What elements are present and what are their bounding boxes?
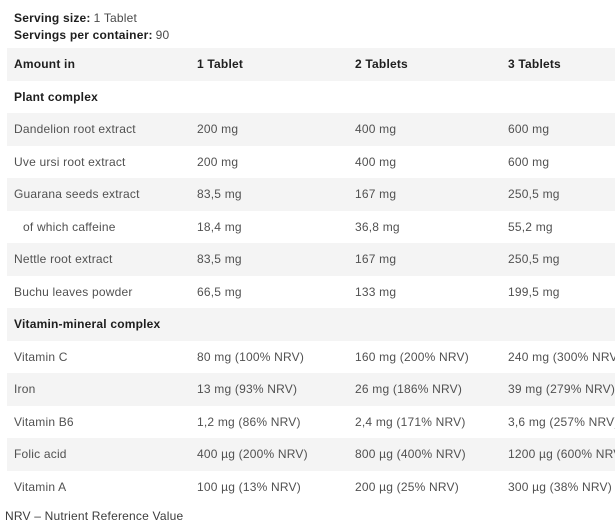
row-value: 160 mg (200% NRV) <box>355 349 469 364</box>
row-value: 400 mg <box>355 122 397 137</box>
row-value: 36,8 mg <box>355 219 400 234</box>
servings-per-container-line: Servings per container: 90 <box>14 27 615 44</box>
section-header-row: Plant complex <box>7 80 615 113</box>
row-label: Vitamin A <box>14 479 67 494</box>
row-value: 55,2 mg <box>508 219 553 234</box>
row-value: 250,5 mg <box>508 252 560 267</box>
row-label: Vitamin B6 <box>14 414 74 429</box>
row-value: 66,5 mg <box>197 284 242 299</box>
row-value: 167 mg <box>355 252 397 267</box>
table-row: of which caffeine 18,4 mg 36,8 mg 55,2 mg <box>7 210 615 243</box>
serving-size-line: Serving size: 1 Tablet <box>14 10 615 27</box>
row-label: Uve ursi root extract <box>14 154 126 169</box>
section-header-row: Vitamin-mineral complex <box>7 308 615 341</box>
table-row: Guarana seeds extract 83,5 mg 167 mg 250,5 … <box>7 178 615 211</box>
row-value: 250,5 mg <box>508 187 560 202</box>
row-label: Buchu leaves powder <box>14 284 133 299</box>
row-value: 800 µg (400% NRV) <box>355 447 466 462</box>
row-value: 26 mg (186% NRV) <box>355 382 463 397</box>
row-value: 600 mg <box>508 154 550 169</box>
row-value: 1200 µg (600% NRV) <box>508 447 615 462</box>
row-value: 133 mg <box>355 284 397 299</box>
row-value: 2 Tablets <box>355 57 408 72</box>
row-value: 200 mg <box>197 122 239 137</box>
table-row: Buchu leaves powder 66,5 mg 133 mg 199,5 mg <box>7 275 615 308</box>
row-label: Vitamin-mineral complex <box>14 317 161 332</box>
row-value: 400 µg (200% NRV) <box>197 447 308 462</box>
table-row: Folic acid 400 µg (200% NRV) 800 µg (400% … <box>7 438 615 471</box>
table-row: Uve ursi root extract 200 mg 400 mg 600 mg <box>7 145 615 178</box>
row-value: 18,4 mg <box>197 219 242 234</box>
row-label: Dandelion root extract <box>14 122 136 137</box>
row-value: 100 µg (13% NRV) <box>197 479 301 494</box>
row-value: 199,5 mg <box>508 284 560 299</box>
serving-size-value: 1 Tablet <box>93 11 138 25</box>
nrv-footnote: NRV – Nutrient Reference Value <box>5 509 184 523</box>
row-value: 600 mg <box>508 122 550 137</box>
servings-per-container-value: 90 <box>155 28 170 42</box>
row-value: 400 mg <box>355 154 397 169</box>
row-value: 300 µg (38% NRV) <box>508 479 612 494</box>
row-value: 83,5 mg <box>197 187 242 202</box>
serving-info: Serving size: 1 Tablet Servings per conta… <box>0 0 615 48</box>
row-label: Guarana seeds extract <box>14 187 140 202</box>
row-value: 39 mg (279% NRV) <box>508 382 615 397</box>
table-row: Iron 13 mg (93% NRV) 26 mg (186% NRV) 39 mg… <box>7 373 615 406</box>
row-value: 1 Tablet <box>197 57 244 72</box>
serving-size-label: Serving size: <box>14 11 91 25</box>
row-value: 83,5 mg <box>197 252 242 267</box>
table-row: Vitamin B6 1,2 mg (86% NRV) 2,4 mg (171% N… <box>7 405 615 438</box>
row-value: 3,6 mg (257% NRV) <box>508 414 615 429</box>
table-header-row: Amount in 1 Tablet 2 Tablets 3 Tablets <box>7 48 615 81</box>
row-value: 167 mg <box>355 187 397 202</box>
facts-table: Amount in 1 Tablet 2 Tablets 3 Tablets Plant… <box>7 48 615 503</box>
row-value: 3 Tablets <box>508 57 561 72</box>
row-label: Plant complex <box>14 89 98 104</box>
table-row: Vitamin C 80 mg (100% NRV) 160 mg (200% NR… <box>7 340 615 373</box>
row-value: 2,4 mg (171% NRV) <box>355 414 466 429</box>
row-value: 240 mg (300% NRV) <box>508 349 615 364</box>
table-row: Nettle root extract 83,5 mg 167 mg 250,5 mg <box>7 243 615 276</box>
row-label: Folic acid <box>14 447 67 462</box>
row-label: Vitamin C <box>14 349 68 364</box>
row-value: 1,2 mg (86% NRV) <box>197 414 301 429</box>
row-label: of which caffeine <box>23 219 116 234</box>
row-value: 200 mg <box>197 154 239 169</box>
row-value: 13 mg (93% NRV) <box>197 382 298 397</box>
servings-per-container-label: Servings per container: <box>14 28 153 42</box>
table-row: Dandelion root extract 200 mg 400 mg 600 mg <box>7 113 615 146</box>
row-label: Amount in <box>14 57 76 72</box>
row-value: 200 µg (25% NRV) <box>355 479 459 494</box>
table-row: Vitamin A 100 µg (13% NRV) 200 µg (25% NRV… <box>7 470 615 503</box>
row-label: Nettle root extract <box>14 252 113 267</box>
row-label: Iron <box>14 382 36 397</box>
row-value: 80 mg (100% NRV) <box>197 349 305 364</box>
